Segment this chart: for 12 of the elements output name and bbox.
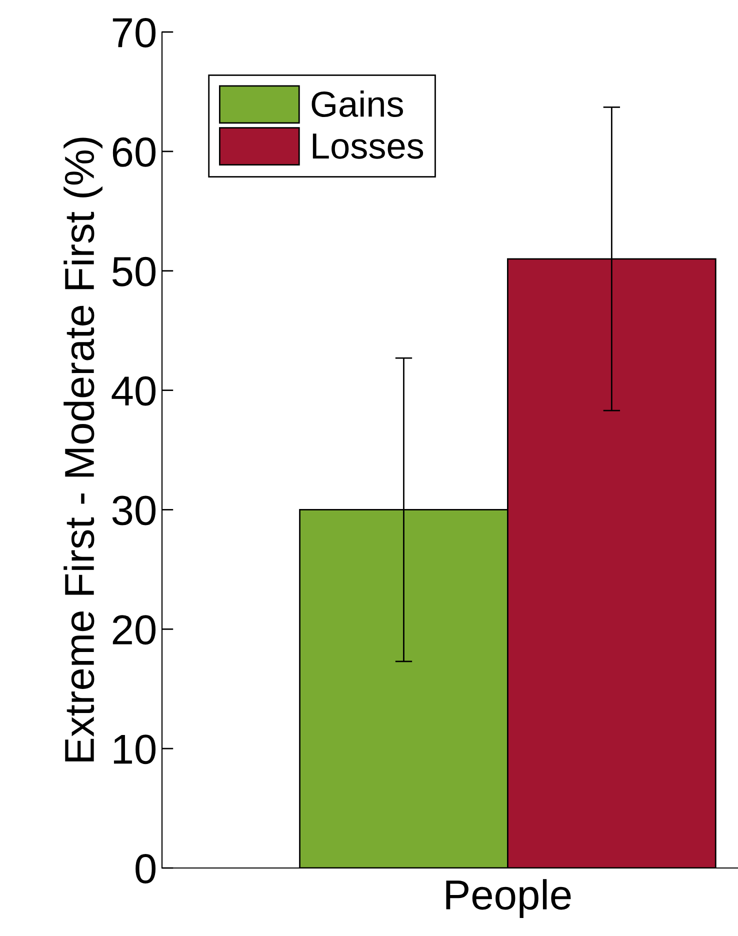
y-tick-label: 20 [112, 615, 156, 645]
y-tick-label: 30 [112, 496, 156, 526]
y-tick-label: 0 [136, 854, 156, 884]
y-axis-title: Extreme First - Moderate First (%) [64, 138, 102, 762]
legend-label: Losses [312, 134, 424, 159]
y-tick-label: 70 [112, 18, 156, 48]
y-tick-label: 60 [112, 137, 156, 167]
x-tick-label: People [446, 879, 571, 918]
legend-label: Gains [312, 90, 403, 118]
y-tick-label: 40 [112, 376, 156, 406]
y-tick-label: 50 [112, 256, 156, 286]
y-tick-label: 10 [114, 734, 156, 764]
